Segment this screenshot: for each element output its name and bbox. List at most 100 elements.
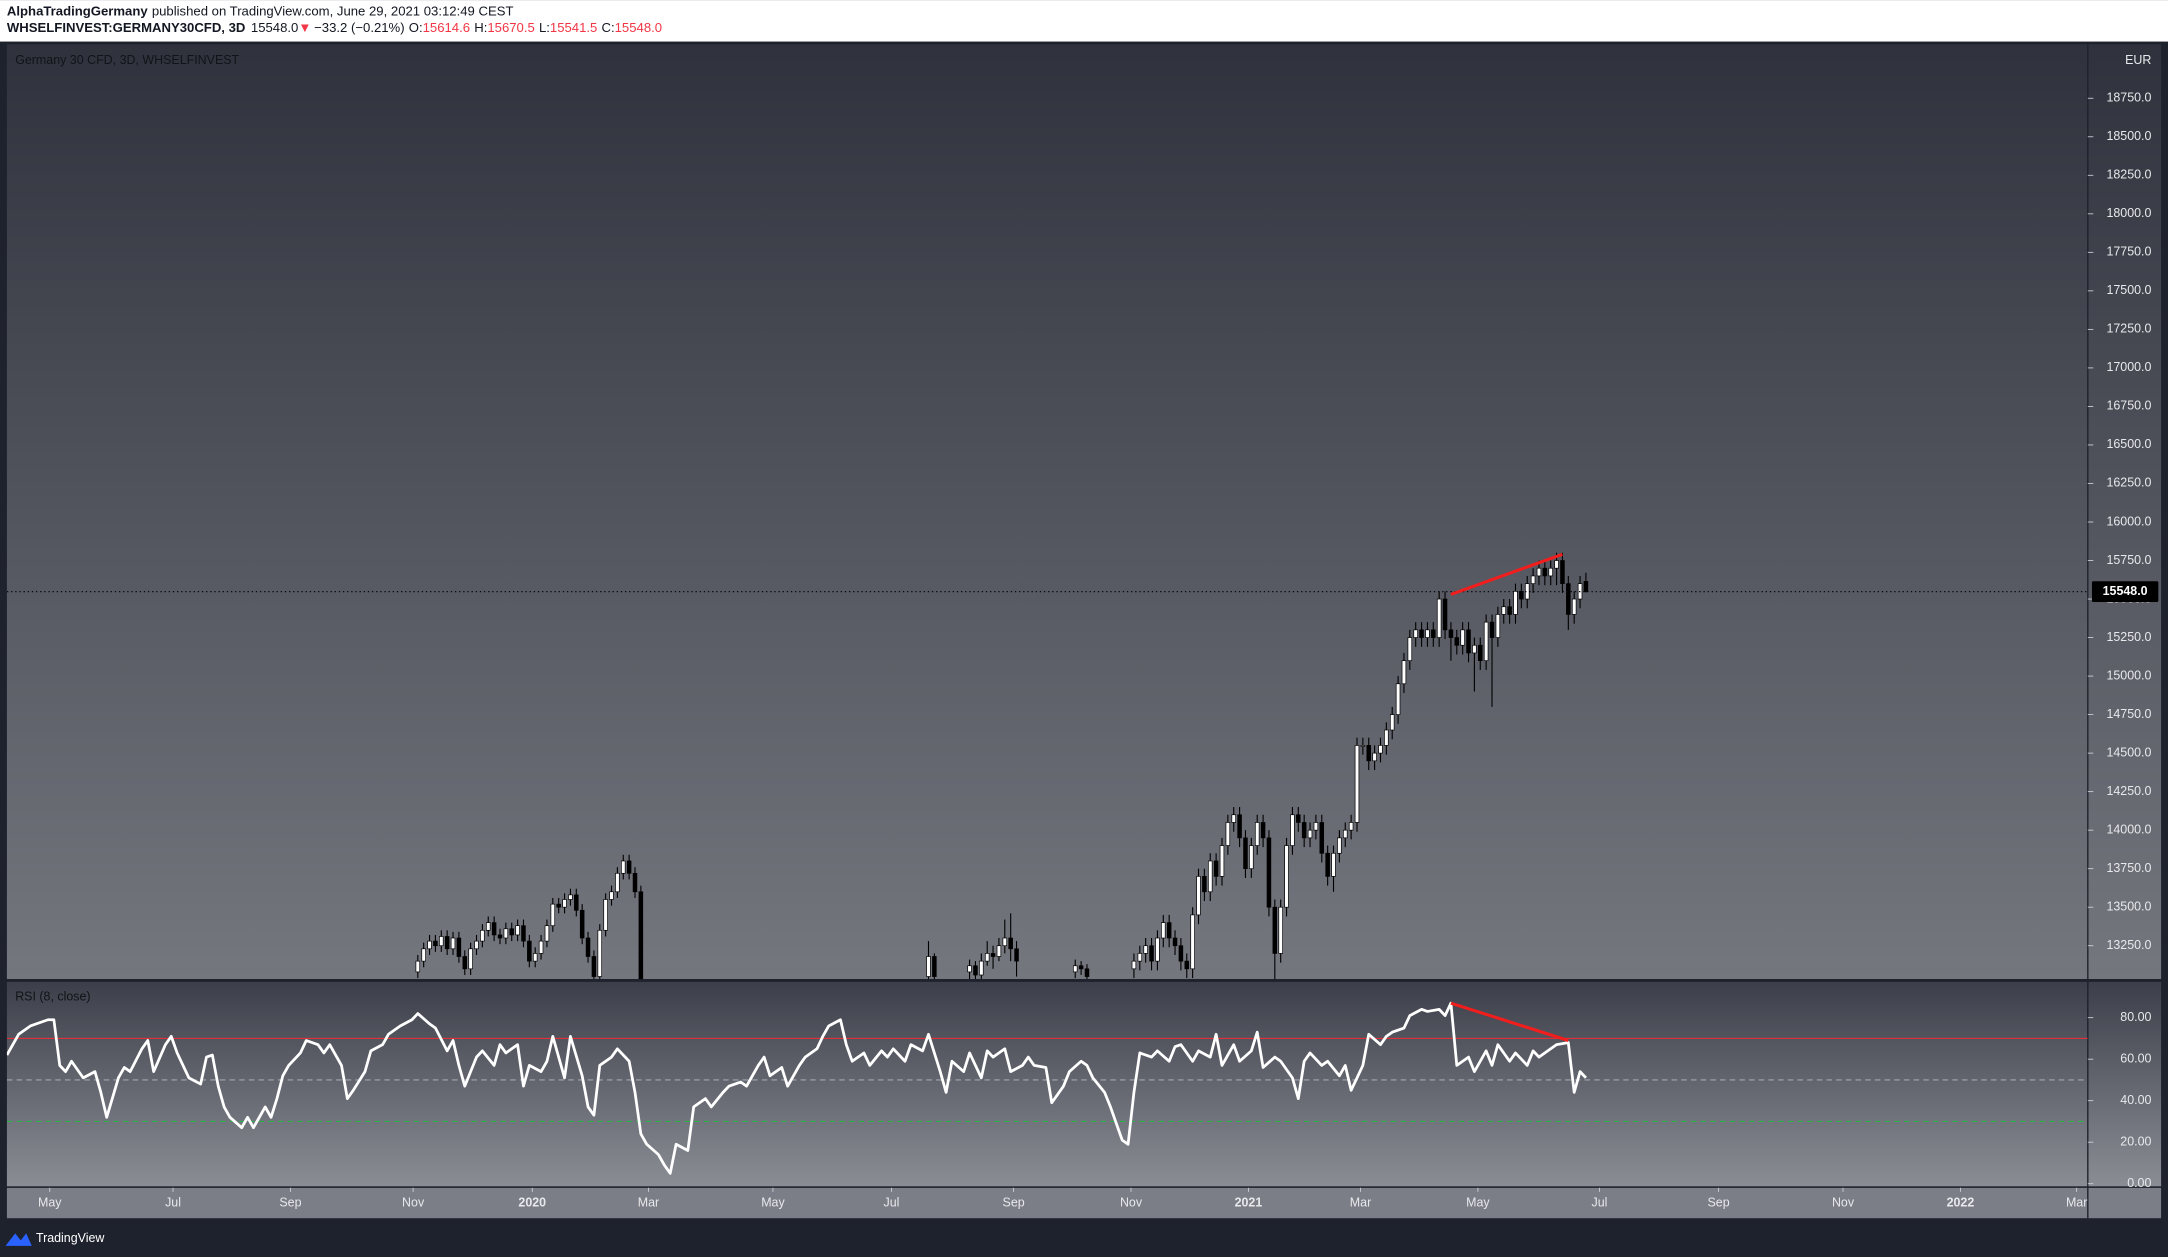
candle-body: [1513, 590, 1518, 615]
candle-body: [1237, 814, 1242, 839]
last-price-label: 15548.0: [2103, 584, 2148, 598]
rsi-line: [6, 1001, 1587, 1175]
candle-body: [1548, 567, 1553, 577]
candle-body: [990, 953, 996, 957]
candle-body: [1078, 965, 1084, 970]
y-tick-label: 18500.0: [2106, 129, 2151, 143]
candle-body: [603, 899, 608, 931]
candle-body: [1454, 637, 1460, 646]
candle-body: [1243, 837, 1248, 870]
candle-body: [1319, 822, 1325, 854]
candle-body: [1296, 814, 1301, 823]
candle-body: [1354, 745, 1360, 823]
candle-body: [521, 925, 526, 942]
o-label: O:: [409, 21, 423, 36]
candle-body: [1202, 876, 1207, 893]
candle-body: [638, 891, 644, 980]
candle-body: [1389, 714, 1395, 731]
user: AlphaTradingGermany: [7, 4, 148, 19]
rsi-legend: RSI (8, close): [15, 989, 90, 1003]
candle-body: [1425, 629, 1430, 638]
x-tick-label: Jul: [1591, 1195, 1607, 1209]
candle-body: [579, 909, 585, 939]
symbol: WHSELFINVEST:GERMANY30CFD, 3D: [7, 21, 245, 36]
candle-body: [1460, 629, 1465, 646]
candle-body: [433, 940, 438, 947]
candle-body: [1536, 567, 1542, 577]
y-tick-label: 13750.0: [2106, 861, 2151, 875]
candle-body: [1466, 629, 1471, 654]
candle-body: [621, 860, 626, 874]
candle-body: [1002, 937, 1008, 947]
published: published on TradingView.com, June 29, 2…: [152, 4, 514, 19]
y-tick-label: 16750.0: [2106, 399, 2151, 413]
y-tick-label: 14000.0: [2106, 822, 2151, 836]
candle-body: [1213, 860, 1219, 877]
candle-body: [532, 953, 538, 962]
y-tick-label: 14750.0: [2106, 707, 2151, 721]
candle-body: [1155, 937, 1160, 962]
candle-body: [485, 922, 491, 931]
candle-body: [585, 937, 591, 957]
y-tick-label: 17000.0: [2106, 360, 2151, 374]
candle-body: [1254, 822, 1260, 846]
candle-body: [626, 860, 632, 874]
candle-body: [491, 922, 497, 936]
price-pane: [6, 44, 2162, 980]
candle-body: [1231, 814, 1236, 823]
candle-body: [1225, 822, 1231, 846]
x-tick-label: Mar: [2066, 1195, 2087, 1209]
candle-body: [1278, 906, 1283, 954]
candle-body: [468, 948, 473, 970]
candle-body: [1196, 876, 1201, 916]
x-tick-label: Mar: [638, 1195, 659, 1209]
candle-body: [497, 934, 503, 939]
candle-body: [1178, 945, 1184, 962]
y-tick-label: 14250.0: [2106, 784, 2151, 798]
candle-body: [1542, 567, 1548, 577]
candle-body: [609, 891, 614, 900]
x-tick-label: Sep: [1708, 1195, 1730, 1209]
candle-body: [1149, 945, 1154, 962]
candle-body: [1360, 745, 1366, 747]
y-tick-label: 17500.0: [2106, 283, 2151, 297]
last: 15548.0: [251, 21, 298, 36]
y-tick-label: 13250.0: [2106, 938, 2151, 952]
candle-body: [1419, 629, 1424, 638]
candle-body: [926, 956, 931, 977]
candle-body: [1249, 845, 1254, 870]
candle-body: [1172, 937, 1178, 947]
y-tick-label: 18000.0: [2106, 206, 2151, 220]
candle-body: [1337, 837, 1342, 854]
candle-body: [1307, 829, 1313, 839]
y-tick-label: 16500.0: [2106, 437, 2151, 451]
y-tick-label: 17250.0: [2106, 322, 2151, 336]
candle-body: [1290, 814, 1295, 846]
candle-body: [967, 965, 972, 973]
o-value: 15614.6: [423, 21, 470, 36]
trend-line: [1450, 1001, 1569, 1042]
candle-body: [1448, 629, 1454, 638]
c-label: C:: [602, 21, 615, 36]
y-tick-label: 20.00: [2120, 1134, 2151, 1148]
x-tick-label: May: [38, 1195, 62, 1209]
candle-body: [1331, 852, 1336, 877]
candle-body: [1272, 906, 1278, 954]
c-value: 15548.0: [615, 21, 662, 36]
candle-body: [932, 956, 937, 977]
candle-body: [1384, 729, 1389, 746]
candle-body: [1436, 598, 1442, 638]
y-tick-label: 18250.0: [2106, 168, 2151, 182]
y-tick-label: 15000.0: [2106, 668, 2151, 682]
candle-body: [415, 960, 421, 973]
y-tick-label: 60.00: [2120, 1051, 2151, 1065]
brand: TradingView: [36, 1231, 105, 1245]
candle-body: [996, 945, 1002, 957]
candle-body: [1560, 560, 1565, 584]
y-tick-label: 40.00: [2120, 1093, 2151, 1107]
candle-body: [568, 894, 573, 900]
candle-body: [509, 928, 514, 936]
candle-body: [1161, 922, 1166, 939]
candle-body: [615, 872, 620, 893]
